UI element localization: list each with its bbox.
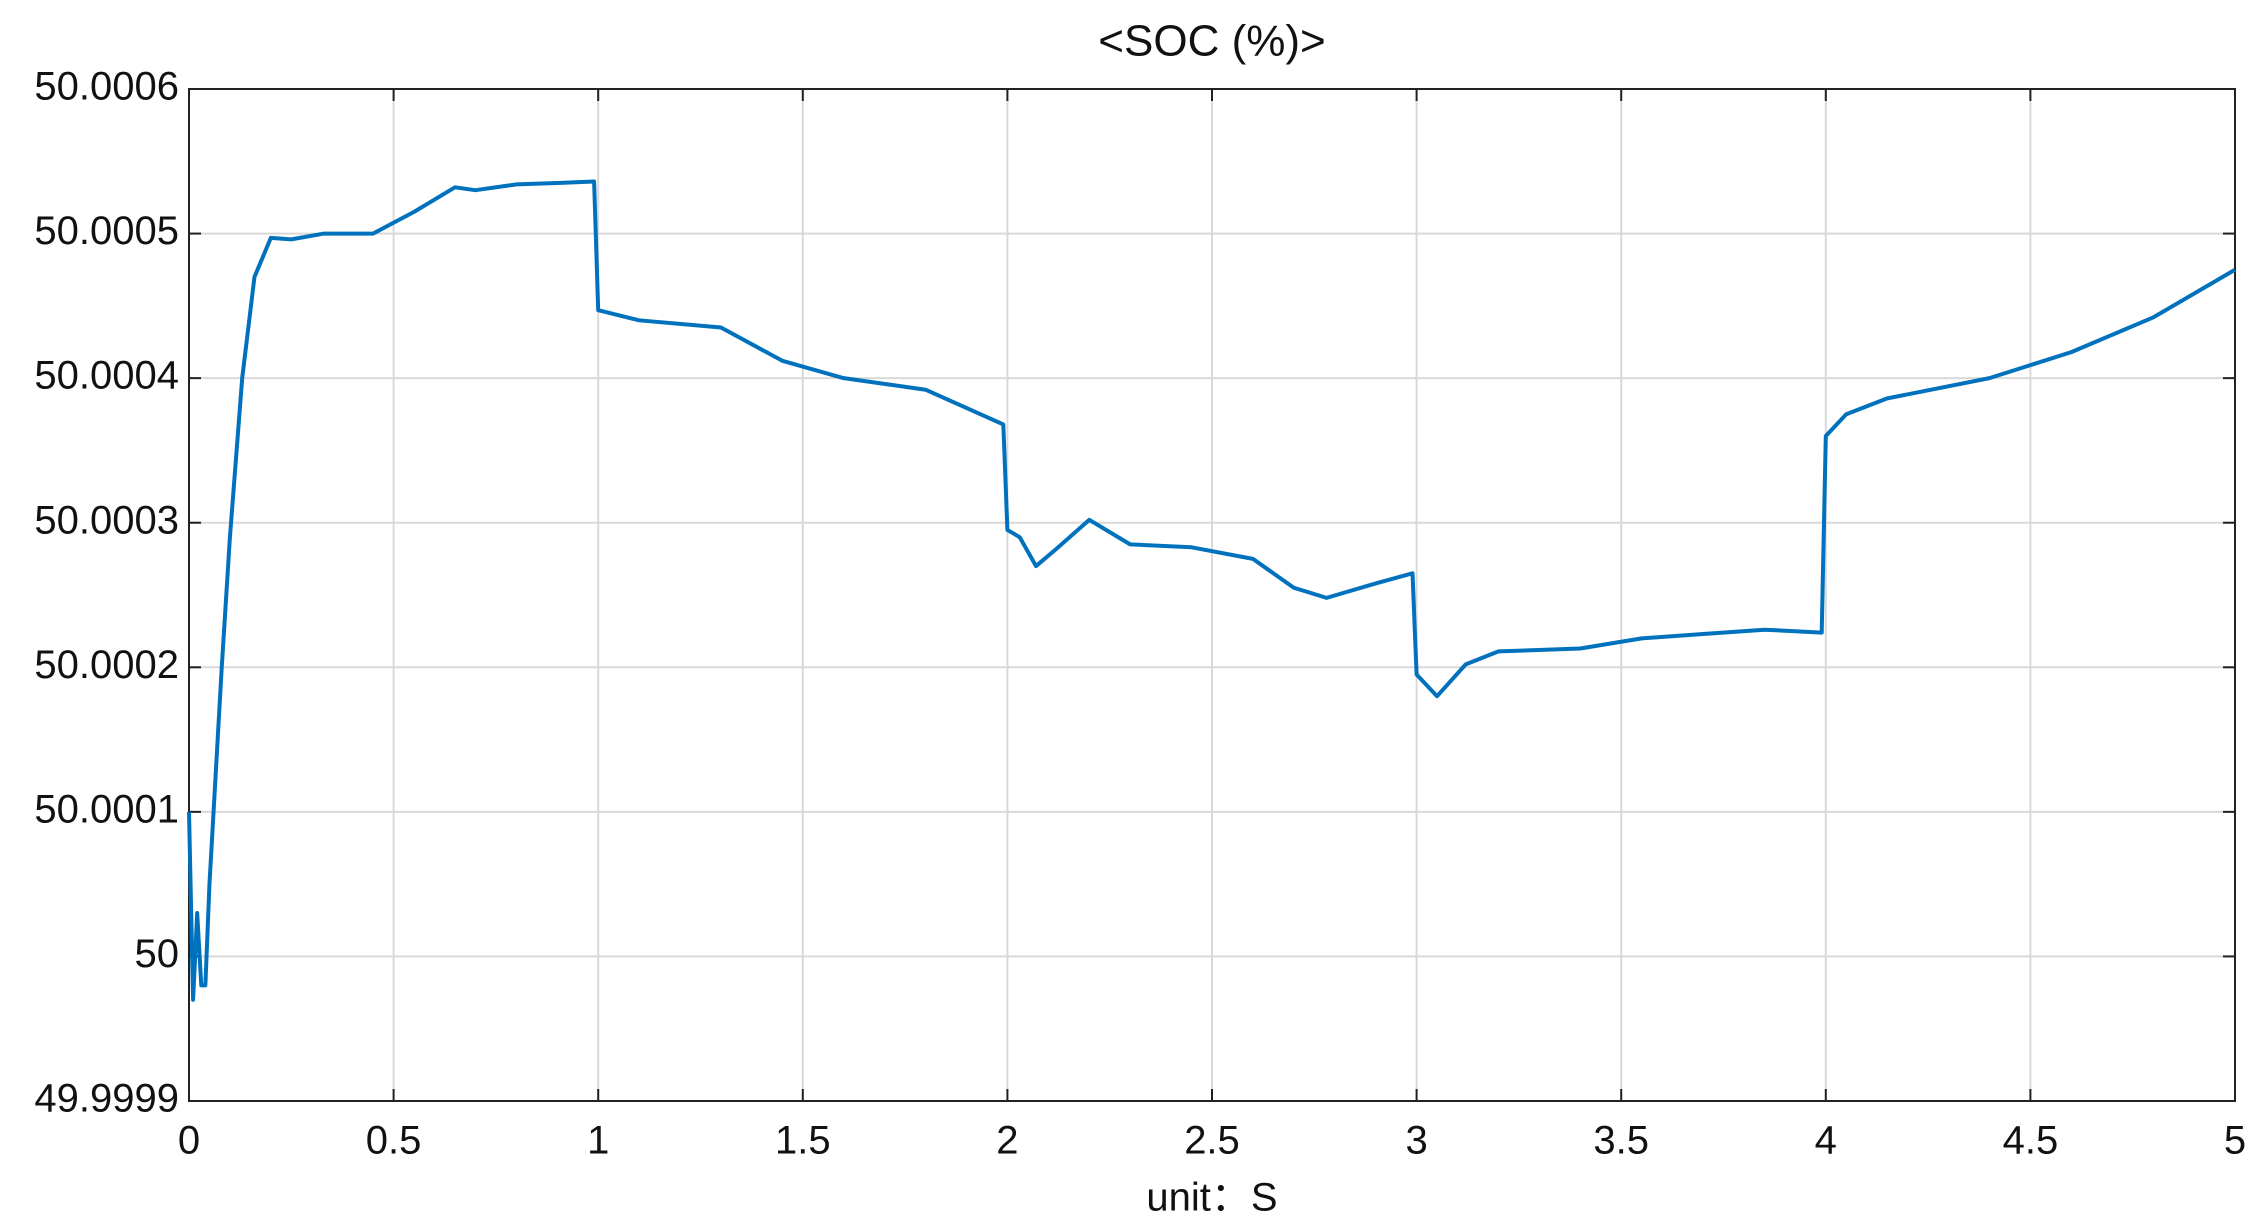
x-tick-label: 0.5: [366, 1119, 422, 1163]
x-tick-label: 3.5: [1593, 1119, 1649, 1163]
y-tick-label: 50.0003: [34, 498, 179, 542]
y-tick-label: 50.0005: [34, 209, 179, 253]
x-axis-label: unit：S: [1146, 1176, 1277, 1220]
x-tick-label: 1.5: [775, 1119, 831, 1163]
x-tick-label: 2: [996, 1119, 1018, 1163]
x-tick-label: 0: [178, 1119, 200, 1163]
x-tick-label: 2.5: [1184, 1119, 1240, 1163]
x-tick-label: 4.5: [2003, 1119, 2059, 1163]
x-tick-label: 3: [1405, 1119, 1427, 1163]
y-tick-label: 50.0001: [34, 787, 179, 831]
chart-title: <SOC (%)>: [1098, 17, 1325, 66]
x-tick-label: 5: [2224, 1119, 2246, 1163]
x-tick-label: 1: [587, 1119, 609, 1163]
y-tick-label: 50: [135, 932, 180, 976]
y-tick-label: 50.0004: [34, 354, 179, 398]
y-tick-label: 49.9999: [34, 1077, 179, 1121]
y-tick-label: 50.0002: [34, 643, 179, 687]
x-tick-label: 4: [1815, 1119, 1837, 1163]
plot-frame: [188, 88, 2236, 1102]
y-tick-label: 50.0006: [34, 65, 179, 109]
data-line: [187, 179, 2237, 1002]
